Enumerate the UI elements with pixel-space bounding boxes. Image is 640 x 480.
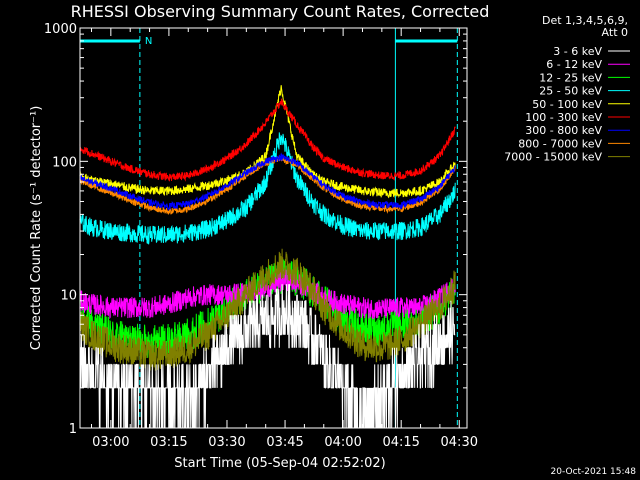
series-line-0 bbox=[79, 284, 456, 429]
legend-label: 800 - 7000 keV bbox=[518, 137, 602, 150]
series-line-5 bbox=[79, 98, 456, 182]
y-tick-label: 1000 bbox=[44, 22, 77, 37]
y-axis-label: Corrected Count Rate (s⁻¹ detector⁻¹) bbox=[29, 106, 44, 351]
footer-timestamp: 20-Oct-2021 15:48 bbox=[551, 467, 637, 477]
y-tick-label: 10 bbox=[60, 289, 77, 304]
series-line-6 bbox=[79, 152, 456, 212]
x-tick-label: 04:00 bbox=[324, 435, 361, 450]
x-tick-label: 03:15 bbox=[150, 435, 187, 450]
legend-label: 3 - 6 keV bbox=[553, 45, 602, 58]
legend-label: 25 - 50 keV bbox=[539, 85, 602, 98]
y-axis: 1 10 100 1000 bbox=[44, 22, 467, 437]
y-tick-label: 1 bbox=[69, 422, 77, 437]
x-tick-label: 03:45 bbox=[266, 435, 303, 450]
chart-title: RHESSI Observing Summary Count Rates, Co… bbox=[71, 2, 490, 21]
legend-label: 12 - 25 keV bbox=[539, 71, 602, 84]
x-tick-label: 03:00 bbox=[92, 435, 129, 450]
data-series bbox=[79, 85, 456, 429]
legend-label: 6 - 12 keV bbox=[546, 58, 602, 71]
series-line-8 bbox=[79, 248, 456, 371]
legend-label: 300 - 800 keV bbox=[525, 124, 602, 137]
x-axis-label: Start Time (05-Sep-04 02:52:02) bbox=[174, 456, 385, 471]
x-axis: 03:00 03:15 03:30 03:45 04:00 04:15 04:30 bbox=[90, 28, 478, 450]
flag-label: N bbox=[145, 36, 152, 47]
x-tick-label: 04:15 bbox=[382, 435, 419, 450]
legend-label: 7000 - 15000 keV bbox=[504, 151, 602, 164]
series-line-4 bbox=[79, 85, 456, 199]
x-tick-label: 03:30 bbox=[208, 435, 245, 450]
legend-label: 50 - 100 keV bbox=[532, 98, 602, 111]
series-line-3 bbox=[79, 132, 456, 245]
y-tick-label: 100 bbox=[52, 155, 77, 170]
legend-header: Att 0 bbox=[602, 26, 628, 39]
legend-label: 100 - 300 keV bbox=[525, 111, 602, 124]
legend-header: Det 1,3,4,5,6,9, bbox=[542, 14, 628, 27]
plot-frame bbox=[79, 27, 468, 429]
x-tick-label: 04:30 bbox=[441, 435, 478, 450]
